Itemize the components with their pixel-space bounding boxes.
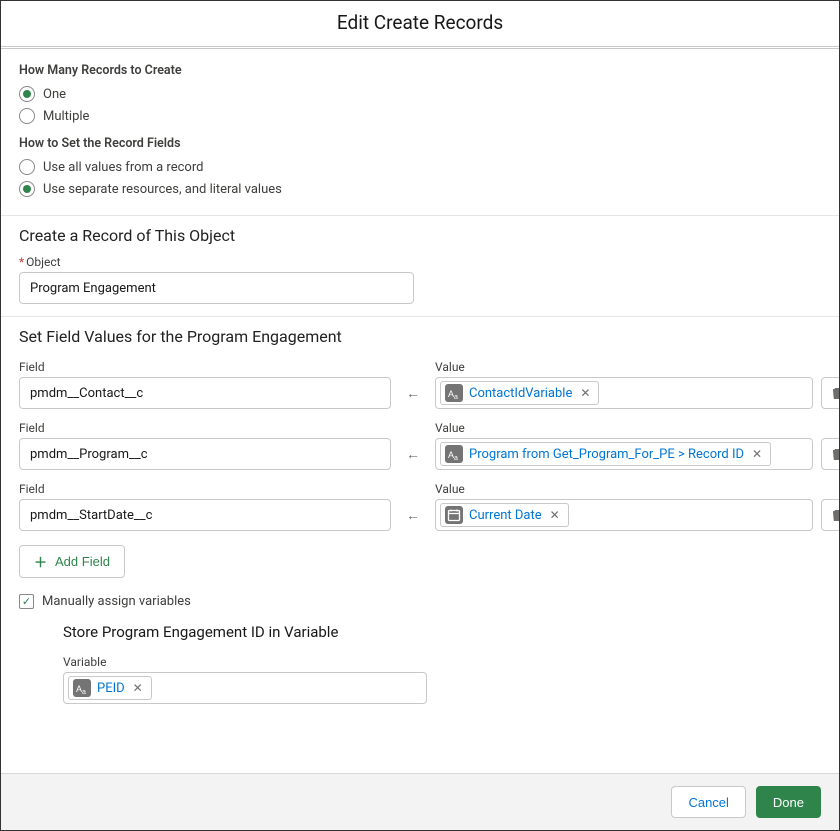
field-input-value: pmdm__StartDate__c	[30, 508, 152, 523]
done-button-label: Done	[773, 795, 804, 810]
field-input-value: pmdm__Program__c	[30, 447, 148, 462]
object-input[interactable]: Program Engagement	[19, 272, 414, 304]
text-resource-icon: Aa	[445, 445, 463, 463]
field-col: Field pmdm__Program__c	[19, 421, 391, 470]
field-label: Field	[19, 421, 391, 435]
resource-pill: Current Date ✕	[440, 503, 569, 527]
required-indicator: *	[19, 255, 24, 269]
radio-one-row[interactable]: One	[19, 86, 821, 102]
field-values-section: Set Field Values for the Program Engagem…	[1, 317, 839, 704]
field-value-row: Field pmdm__Contact__c ← Value Aa Contac…	[19, 360, 821, 409]
value-col: Value Aa ContactIdVariable ✕	[435, 360, 813, 409]
value-label: Value	[435, 482, 813, 496]
svg-text:a: a	[454, 394, 458, 400]
field-input[interactable]: pmdm__Program__c	[19, 438, 391, 470]
pill-remove-icon[interactable]: ✕	[750, 447, 764, 461]
how-set-label: How to Set the Record Fields	[19, 136, 821, 151]
pill-remove-icon[interactable]: ✕	[548, 508, 562, 522]
cancel-button[interactable]: Cancel	[671, 786, 745, 818]
pill-remove-icon[interactable]: ✕	[131, 681, 145, 695]
radio-multiple-label: Multiple	[43, 109, 89, 124]
field-input[interactable]: pmdm__Contact__c	[19, 377, 391, 409]
resource-pill: Aa Program from Get_Program_For_PE > Rec…	[440, 442, 771, 466]
resource-pill: Aa PEID ✕	[68, 676, 152, 700]
delete-row-button[interactable]	[821, 499, 840, 531]
trash-icon	[830, 508, 840, 522]
date-resource-icon	[445, 506, 463, 524]
field-col: Field pmdm__Contact__c	[19, 360, 391, 409]
manual-assign-label: Manually assign variables	[42, 594, 191, 609]
value-input[interactable]: Aa Program from Get_Program_For_PE > Rec…	[435, 438, 813, 470]
manual-assign-checkbox[interactable]	[19, 594, 34, 609]
plus-icon: ＋	[34, 552, 47, 571]
pill-text: Current Date	[469, 508, 542, 523]
radio-allvalues-row[interactable]: Use all values from a record	[19, 159, 821, 175]
field-input-value: pmdm__Contact__c	[30, 386, 143, 401]
object-field-label: *Object	[19, 255, 821, 269]
how-many-label: How Many Records to Create	[19, 63, 821, 78]
pill-text: Program from Get_Program_For_PE > Record…	[469, 447, 744, 462]
value-col: Value Aa Program from Get_Program_For_PE…	[435, 421, 813, 470]
delete-col	[821, 423, 840, 470]
resource-pill: Aa ContactIdVariable ✕	[440, 381, 599, 405]
value-label: Value	[435, 421, 813, 435]
delete-row-button[interactable]	[821, 377, 840, 409]
add-field-label: Add Field	[55, 554, 110, 569]
store-id-section: Store Program Engagement ID in Variable …	[19, 623, 821, 704]
object-label-text: Object	[26, 255, 60, 269]
delete-col	[821, 362, 840, 409]
dialog-title: Edit Create Records	[1, 1, 839, 46]
text-resource-icon: Aa	[73, 679, 91, 697]
dialog-footer: Cancel Done	[1, 773, 839, 830]
variable-input[interactable]: Aa PEID ✕	[63, 672, 427, 704]
pill-text: PEID	[97, 681, 125, 696]
svg-text:a: a	[454, 455, 458, 461]
assign-arrow-icon: ←	[399, 377, 427, 409]
trash-icon	[830, 386, 840, 400]
radio-one[interactable]	[19, 86, 35, 102]
field-col: Field pmdm__StartDate__c	[19, 482, 391, 531]
add-field-button[interactable]: ＋ Add Field	[19, 545, 125, 578]
radio-multiple[interactable]	[19, 108, 35, 124]
field-input[interactable]: pmdm__StartDate__c	[19, 499, 391, 531]
object-section: Create a Record of This Object *Object P…	[1, 216, 839, 316]
edit-create-records-dialog: Edit Create Records How Many Records to …	[0, 0, 840, 831]
delete-col	[821, 484, 840, 531]
object-input-value: Program Engagement	[30, 281, 156, 296]
assign-arrow-icon: ←	[399, 499, 427, 531]
how-many-section: How Many Records to Create One Multiple …	[1, 49, 839, 215]
radio-separate-label: Use separate resources, and literal valu…	[43, 182, 282, 197]
field-value-row: Field pmdm__Program__c ← Value Aa Progra…	[19, 421, 821, 470]
value-col: Value Current Date ✕	[435, 482, 813, 531]
manual-assign-row[interactable]: Manually assign variables	[19, 594, 821, 609]
value-input[interactable]: Current Date ✕	[435, 499, 813, 531]
store-id-title: Store Program Engagement ID in Variable	[63, 623, 821, 641]
object-section-title: Create a Record of This Object	[19, 226, 821, 245]
radio-multiple-row[interactable]: Multiple	[19, 108, 821, 124]
assign-arrow-icon: ←	[399, 438, 427, 470]
done-button[interactable]: Done	[756, 786, 821, 818]
delete-row-button[interactable]	[821, 438, 840, 470]
pill-remove-icon[interactable]: ✕	[578, 386, 592, 400]
radio-all-values[interactable]	[19, 159, 35, 175]
field-label: Field	[19, 360, 391, 374]
field-label: Field	[19, 482, 391, 496]
radio-one-label: One	[43, 87, 66, 102]
value-input[interactable]: Aa ContactIdVariable ✕	[435, 377, 813, 409]
value-label: Value	[435, 360, 813, 374]
text-resource-icon: Aa	[445, 384, 463, 402]
variable-label: Variable	[63, 655, 821, 669]
svg-text:a: a	[82, 689, 86, 695]
radio-separate[interactable]	[19, 181, 35, 197]
trash-icon	[830, 447, 840, 461]
cancel-button-label: Cancel	[688, 795, 728, 810]
field-values-title: Set Field Values for the Program Engagem…	[19, 327, 821, 346]
radio-separate-row[interactable]: Use separate resources, and literal valu…	[19, 181, 821, 197]
field-value-row: Field pmdm__StartDate__c ← Value Current…	[19, 482, 821, 531]
pill-text: ContactIdVariable	[469, 386, 572, 401]
radio-all-values-label: Use all values from a record	[43, 160, 203, 175]
